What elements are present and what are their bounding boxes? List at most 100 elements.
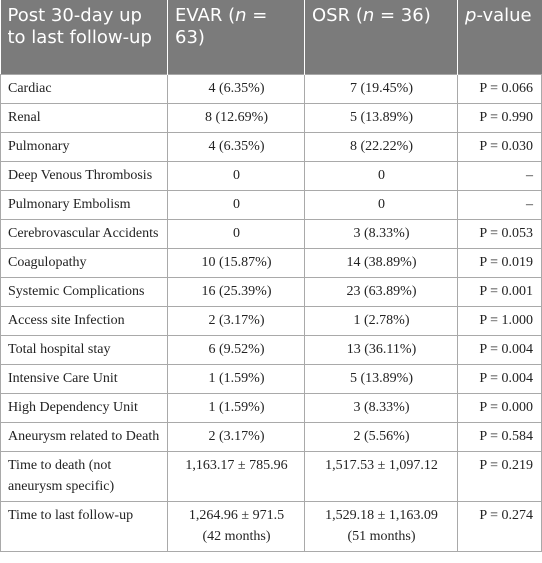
header-period: Post 30-day up to last follow-up: [0, 0, 168, 74]
osr-cell: 0: [304, 189, 458, 220]
row-label: Systemic Complications: [0, 276, 168, 307]
header-evar-suffix: = 63): [175, 5, 268, 48]
evar-value: 0: [233, 167, 240, 183]
row-label: Access site Infection: [0, 305, 168, 336]
header-evar: EVAR (n = 63): [167, 0, 305, 74]
evar-value-note: (42 months): [202, 528, 271, 544]
osr-value: 1,517.53 ± 1,097.12: [325, 457, 438, 473]
evar-value: 2 (3.17%): [208, 428, 265, 444]
osr-cell: 14 (38.89%): [304, 247, 458, 278]
table-row: High Dependency Unit 1 (1.59%) 3 (8.33%) P …: [0, 392, 542, 423]
evar-cell: 1,163.17 ± 785.96: [167, 450, 305, 502]
table-row: Intensive Care Unit 1 (1.59%) 5 (13.89%) P …: [0, 363, 542, 394]
osr-cell: 1 (2.78%): [304, 305, 458, 336]
table-row: Pulmonary Embolism 0 0 –: [0, 189, 542, 220]
evar-cell: 1 (1.59%): [167, 363, 305, 394]
table-row: Pulmonary 4 (6.35%) 8 (22.22%) P = 0.030: [0, 131, 542, 162]
row-label: Pulmonary Embolism: [0, 189, 168, 220]
osr-value: 23 (63.89%): [346, 283, 417, 299]
row-label: Pulmonary: [0, 131, 168, 162]
evar-cell: 1 (1.59%): [167, 392, 305, 423]
row-label: Coagulopathy: [0, 247, 168, 278]
osr-value-note: (51 months): [347, 528, 416, 544]
evar-value: 0: [233, 196, 240, 212]
row-label: Deep Venous Thrombosis: [0, 160, 168, 191]
evar-cell: 16 (25.39%): [167, 276, 305, 307]
osr-value: 3 (8.33%): [353, 399, 410, 415]
osr-cell: 1,529.18 ± 1,163.09 (51 months): [304, 500, 458, 552]
header-evar-n: n: [235, 5, 247, 26]
evar-cell: 1,264.96 ± 971.5 (42 months): [167, 500, 305, 552]
table-row: Time to last follow-up 1,264.96 ± 971.5 (4…: [0, 500, 542, 552]
osr-cell: 7 (19.45%): [304, 73, 458, 104]
table-row: Access site Infection 2 (3.17%) 1 (2.78%) P…: [0, 305, 542, 336]
header-pvalue-p: p: [465, 5, 477, 26]
osr-value: 8 (22.22%): [350, 138, 413, 154]
evar-cell: 0: [167, 218, 305, 249]
row-label: Cardiac: [0, 73, 168, 104]
table-row: Renal 8 (12.69%) 5 (13.89%) P = 0.990: [0, 102, 542, 133]
evar-value: 1,163.17 ± 785.96: [185, 457, 288, 473]
header-pvalue: p-value: [457, 0, 542, 74]
table-row: Total hospital stay 6 (9.52%) 13 (36.11%) P…: [0, 334, 542, 365]
row-label: Time to death (not aneurysm specific): [0, 450, 168, 502]
pvalue-cell: P = 0.066: [457, 73, 542, 104]
osr-cell: 13 (36.11%): [304, 334, 458, 365]
evar-value: 2 (3.17%): [208, 312, 265, 328]
osr-cell: 0: [304, 160, 458, 191]
evar-value: 0: [233, 225, 240, 241]
pvalue-cell: P = 0.001: [457, 276, 542, 307]
row-label: Intensive Care Unit: [0, 363, 168, 394]
evar-cell: 0: [167, 189, 305, 220]
row-label: Cerebrovascular Accidents: [0, 218, 168, 249]
pvalue-cell: –: [457, 160, 542, 191]
osr-cell: 8 (22.22%): [304, 131, 458, 162]
header-evar-prefix: EVAR (: [175, 5, 236, 26]
evar-cell: 6 (9.52%): [167, 334, 305, 365]
evar-value: 1 (1.59%): [208, 399, 265, 415]
evar-cell: 2 (3.17%): [167, 421, 305, 452]
row-label: Aneurysm related to Death: [0, 421, 168, 452]
pvalue-cell: P = 0.584: [457, 421, 542, 452]
pvalue-cell: P = 0.274: [457, 500, 542, 552]
osr-cell: 3 (8.33%): [304, 218, 458, 249]
osr-value: 1,529.18 ± 1,163.09: [325, 507, 438, 523]
osr-cell: 23 (63.89%): [304, 276, 458, 307]
row-label: Renal: [0, 102, 168, 133]
table-row: Systemic Complications 16 (25.39%) 23 (63.…: [0, 276, 542, 307]
header-osr-prefix: OSR (: [312, 5, 363, 26]
evar-cell: 10 (15.87%): [167, 247, 305, 278]
row-label: Time to last follow-up: [0, 500, 168, 552]
evar-cell: 8 (12.69%): [167, 102, 305, 133]
osr-value: 13 (36.11%): [346, 341, 417, 357]
row-label: Total hospital stay: [0, 334, 168, 365]
pvalue-cell: P = 0.030: [457, 131, 542, 162]
row-label: High Dependency Unit: [0, 392, 168, 423]
pvalue-cell: P = 0.053: [457, 218, 542, 249]
osr-value: 1 (2.78%): [353, 312, 410, 328]
evar-value: 1,264.96 ± 971.5: [188, 507, 285, 523]
evar-value: 4 (6.35%): [208, 80, 265, 96]
osr-value: 0: [378, 196, 385, 212]
pvalue-cell: P = 0.004: [457, 334, 542, 365]
pvalue-cell: P = 0.000: [457, 392, 542, 423]
header-row: Post 30-day up to last follow-up EVAR (n…: [0, 0, 542, 74]
table-row: Cardiac 4 (6.35%) 7 (19.45%) P = 0.066: [0, 73, 542, 104]
evar-cell: 0: [167, 160, 305, 191]
evar-value: 6 (9.52%): [208, 341, 265, 357]
table-row: Time to death (not aneurysm specific) 1,1…: [0, 450, 542, 502]
pvalue-cell: P = 1.000: [457, 305, 542, 336]
header-period-label: Post 30-day up to last follow-up: [7, 5, 152, 48]
osr-cell: 5 (13.89%): [304, 363, 458, 394]
pvalue-cell: P = 0.019: [457, 247, 542, 278]
table-row: Cerebrovascular Accidents 0 3 (8.33%) P = 0…: [0, 218, 542, 249]
evar-value: 8 (12.69%): [205, 109, 268, 125]
evar-value: 1 (1.59%): [208, 370, 265, 386]
table-row: Aneurysm related to Death 2 (3.17%) 2 (5.5…: [0, 421, 542, 452]
evar-cell: 2 (3.17%): [167, 305, 305, 336]
evar-value: 10 (15.87%): [201, 254, 272, 270]
header-osr-n: n: [362, 5, 375, 26]
osr-value: 2 (5.56%): [353, 428, 410, 444]
evar-value: 4 (6.35%): [208, 138, 265, 154]
